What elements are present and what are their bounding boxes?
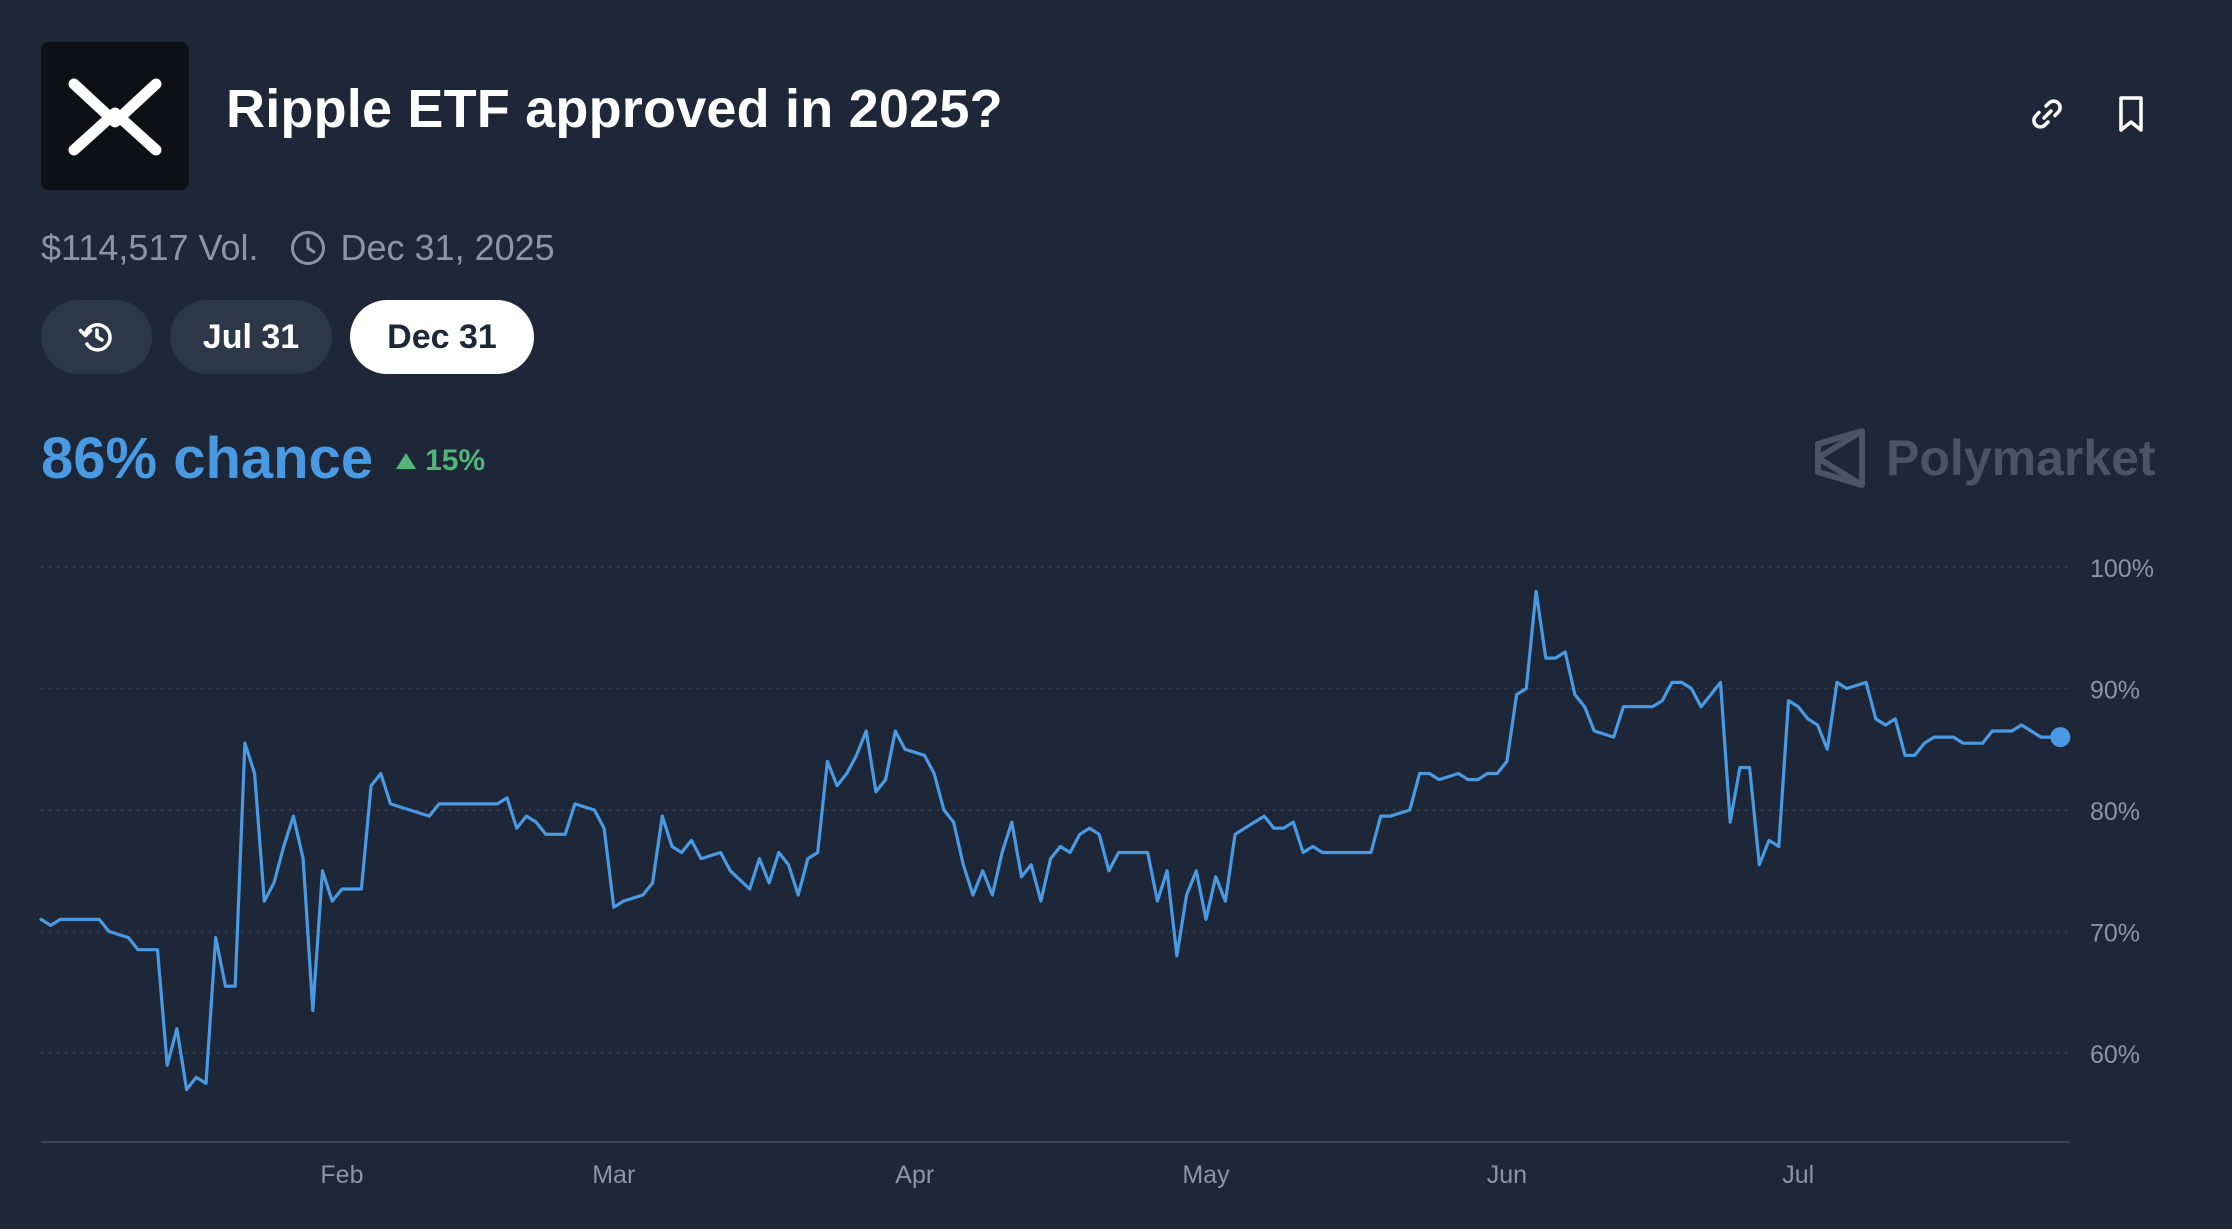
brand-name: Polymarket	[1886, 430, 2156, 486]
delta-badge: 15%	[395, 444, 485, 478]
y-tick-label: 90%	[2090, 677, 2140, 705]
link-icon[interactable]	[2027, 94, 2067, 134]
history-button[interactable]	[41, 300, 152, 374]
y-tick-label: 100%	[2090, 555, 2154, 583]
market-logo	[41, 42, 189, 190]
x-tick-label: Apr	[895, 1161, 934, 1189]
x-tick-label: Jul	[1782, 1161, 1814, 1189]
y-tick-label: 70%	[2090, 920, 2140, 948]
bookmark-icon[interactable]	[2111, 94, 2151, 134]
tab-dec-31[interactable]: Dec 31	[350, 300, 534, 374]
y-tick-label: 60%	[2090, 1041, 2140, 1069]
chance-value: 86% chance	[41, 425, 374, 491]
chance-summary: 86% chance 15%	[41, 420, 485, 496]
tab-jul-31[interactable]: Jul 31	[170, 300, 332, 374]
x-tick-label: Jun	[1487, 1161, 1527, 1189]
chance-series-line	[39, 589, 2062, 1092]
delta-value: 15%	[425, 444, 486, 477]
y-tick-label: 80%	[2090, 798, 2140, 826]
market-title: Ripple ETF approved in 2025?	[226, 79, 1003, 139]
end-date-text: Dec 31, 2025	[340, 227, 555, 268]
x-tick-label: Mar	[592, 1161, 635, 1189]
x-tick-label: May	[1182, 1161, 1230, 1189]
clock-icon	[290, 231, 325, 265]
polymarket-watermark: Polymarket	[1812, 420, 2156, 496]
market-meta: $114,517 Vol. Dec 31, 2025	[41, 227, 555, 268]
polymarket-logo-icon	[1815, 428, 1865, 488]
current-value-dot[interactable]	[2050, 727, 2071, 748]
xrp-x-logo-icon	[68, 78, 162, 156]
volume-text: $114,517 Vol.	[41, 227, 259, 268]
x-tick-label: Feb	[320, 1161, 363, 1189]
history-icon	[78, 323, 112, 352]
triangle-up-icon	[396, 453, 417, 469]
